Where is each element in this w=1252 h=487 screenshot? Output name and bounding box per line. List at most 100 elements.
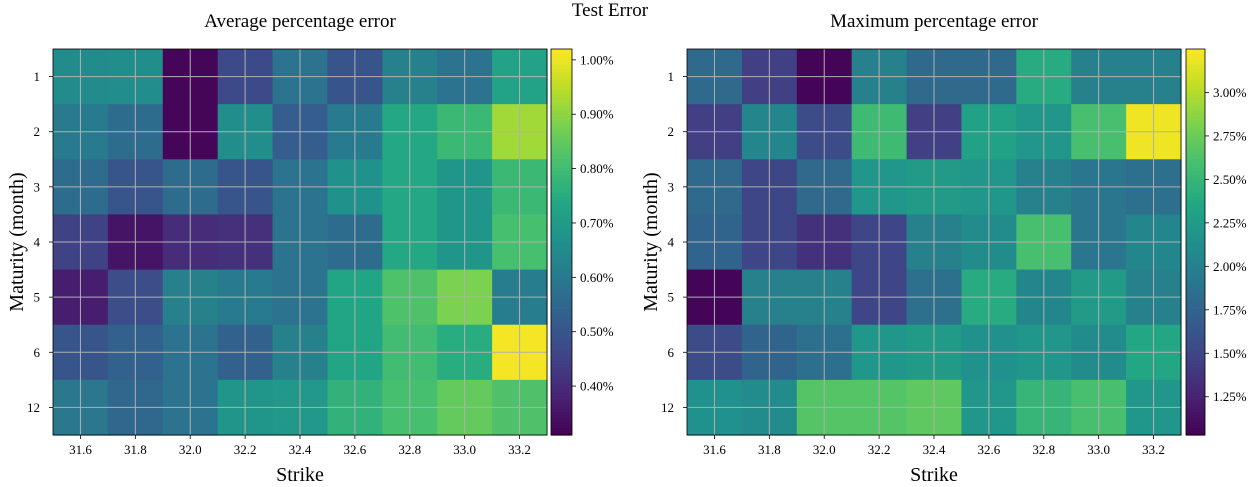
colorbar-segment <box>551 415 572 420</box>
colorbar-segment <box>551 81 572 85</box>
colorbar-segment <box>551 219 572 224</box>
colorbar-segment <box>551 90 572 95</box>
colorbar-segment <box>551 229 572 233</box>
colorbar-segment <box>551 52 572 57</box>
colorbar-segment <box>1186 81 1205 85</box>
colorbar-tick-label: 2.00% <box>1213 259 1247 274</box>
colorbar-segment <box>1186 399 1205 404</box>
colorbar-segment <box>1186 106 1205 111</box>
y-tick-label: 12 <box>27 400 40 415</box>
colorbar-segment <box>551 206 572 211</box>
colorbar-segment <box>1186 193 1205 198</box>
colorbar-segment <box>551 68 572 73</box>
colorbar-segment <box>551 180 572 185</box>
colorbar-segment <box>1186 412 1205 417</box>
colorbar-segment <box>1186 119 1205 124</box>
colorbar-segment <box>551 113 572 118</box>
y-tick-label: 5 <box>668 290 675 305</box>
colorbar-segment <box>551 325 572 330</box>
colorbar-segment <box>551 409 572 414</box>
colorbar-segment <box>551 71 572 76</box>
colorbar-segment <box>1186 383 1205 388</box>
colorbar-segment <box>1186 418 1205 423</box>
x-tick-label: 33.2 <box>1142 442 1165 457</box>
colorbar-segment <box>1186 203 1205 208</box>
colorbar-tick-label: 1.75% <box>1213 302 1247 317</box>
colorbar-segment <box>551 299 572 304</box>
colorbar-segment <box>1186 332 1205 336</box>
colorbar-segment <box>1186 225 1205 230</box>
colorbar-segment <box>1186 180 1205 185</box>
colorbar-segment <box>551 110 572 114</box>
colorbar-segment <box>551 84 572 89</box>
colorbar-segment <box>551 319 572 324</box>
colorbar-segment <box>1186 299 1205 304</box>
colorbar-segment <box>1186 187 1205 192</box>
colorbar-segment <box>1186 389 1205 394</box>
colorbar-segment <box>551 216 572 221</box>
colorbar-segment <box>1186 77 1205 82</box>
colorbar-segment <box>551 351 572 356</box>
colorbar-segment <box>551 119 572 124</box>
colorbar-segment <box>1186 296 1205 301</box>
colorbar-segment <box>1186 306 1205 311</box>
colorbar-segment <box>1186 409 1205 414</box>
y-tick-label: 12 <box>661 400 674 415</box>
colorbar-segment <box>1186 142 1205 147</box>
colorbar-segment <box>551 367 572 372</box>
y-tick-label: 6 <box>34 345 41 360</box>
colorbar-segment <box>1186 357 1205 362</box>
colorbar-segment <box>1186 341 1205 346</box>
colorbar-segment <box>551 251 572 256</box>
colorbar-segment <box>551 373 572 378</box>
colorbar-segment <box>1186 373 1205 378</box>
colorbar-segment <box>1186 216 1205 221</box>
colorbar-segment <box>1186 248 1205 253</box>
x-axis-label: Strike <box>910 464 958 486</box>
colorbar-segment <box>1186 322 1205 327</box>
colorbar-segment <box>551 293 572 298</box>
colorbar-segment <box>551 135 572 140</box>
colorbar-segment <box>1186 245 1205 250</box>
x-tick-label: 31.6 <box>69 442 92 457</box>
colorbar-segment <box>551 184 572 188</box>
y-tick-label: 2 <box>34 124 41 139</box>
colorbar-tick-label: 0.60% <box>580 270 614 285</box>
colorbar-segment <box>1186 335 1205 340</box>
colorbar-segment <box>1186 319 1205 324</box>
colorbar-segment <box>1186 65 1205 69</box>
colorbar-segment <box>551 122 572 127</box>
colorbar-tick-label: 0.50% <box>580 324 614 339</box>
colorbar-segment <box>1186 232 1205 237</box>
colorbar-segment <box>1186 58 1205 63</box>
colorbar-tick-label: 2.50% <box>1213 172 1247 187</box>
colorbar-segment <box>551 322 572 327</box>
colorbar-segment <box>551 267 572 272</box>
colorbar-segment <box>1186 196 1205 201</box>
colorbar-segment <box>551 158 572 163</box>
colorbar-segment <box>1186 74 1205 79</box>
chart-title: Maximum percentage error <box>830 11 1039 32</box>
colorbar-segment <box>1186 161 1205 166</box>
colorbar-segment <box>551 306 572 311</box>
colorbar-segment <box>551 213 572 217</box>
colorbar-segment <box>1186 364 1205 369</box>
x-tick-label: 33.0 <box>453 442 476 457</box>
x-tick-label: 32.2 <box>868 442 891 457</box>
colorbar-segment <box>551 94 572 98</box>
colorbar-segment <box>1186 151 1205 156</box>
colorbar-segment <box>1186 290 1205 295</box>
colorbar-segment <box>551 168 572 172</box>
colorbar-segment <box>551 232 572 237</box>
colorbar-segment <box>1186 174 1205 179</box>
y-tick-label: 3 <box>668 179 675 194</box>
colorbar-segment <box>551 264 572 269</box>
colorbar-segment <box>1186 116 1205 121</box>
colorbar-segment <box>1186 242 1205 246</box>
x-tick-label: 32.2 <box>234 442 257 457</box>
colorbar-segment <box>1186 94 1205 98</box>
colorbar-segment <box>1186 325 1205 330</box>
colorbar-segment <box>1186 219 1205 224</box>
colorbar-segment <box>1186 49 1205 53</box>
colorbar-segment <box>1186 393 1205 397</box>
